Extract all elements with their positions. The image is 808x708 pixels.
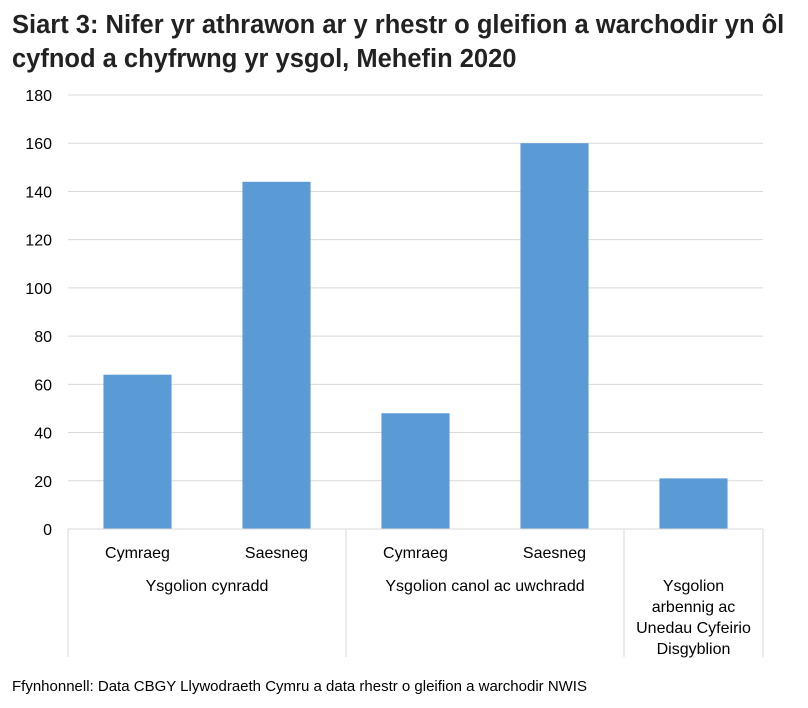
chart-title: Siart 3: Nifer yr athrawon ar y rhestr o…	[12, 11, 785, 73]
bar	[103, 374, 172, 529]
y-tick-label: 40	[34, 426, 52, 443]
x-tick-label: Saesneg	[245, 545, 308, 562]
y-tick-label: 100	[25, 281, 52, 298]
y-tick-label: 160	[25, 136, 52, 153]
group-label: Ysgolion	[663, 578, 724, 595]
y-tick-label: 120	[25, 233, 52, 250]
group-label: arbennig ac	[652, 599, 736, 616]
y-tick-label: 180	[25, 88, 52, 105]
y-tick-label: 60	[34, 377, 52, 394]
x-tick-label: Saesneg	[523, 545, 586, 562]
x-tick-label: Cymraeg	[105, 545, 170, 562]
group-label: Unedau Cyfeirio	[636, 620, 751, 637]
bar	[659, 478, 728, 529]
bar	[520, 143, 589, 529]
y-tick-label: 80	[34, 329, 52, 346]
bar	[242, 181, 311, 530]
group-label: Ysgolion cynradd	[146, 578, 269, 595]
source-note: Ffynhonnell: Data CBGY Llywodraeth Cymru…	[12, 678, 587, 695]
group-label: Ysgolion canol ac uwchradd	[385, 578, 584, 595]
y-tick-label: 0	[43, 522, 52, 539]
y-tick-label: 140	[25, 184, 52, 201]
bar	[381, 413, 450, 529]
x-tick-label: Cymraeg	[383, 545, 448, 562]
group-label: Disgyblion	[657, 641, 731, 658]
y-tick-label: 20	[34, 474, 52, 491]
